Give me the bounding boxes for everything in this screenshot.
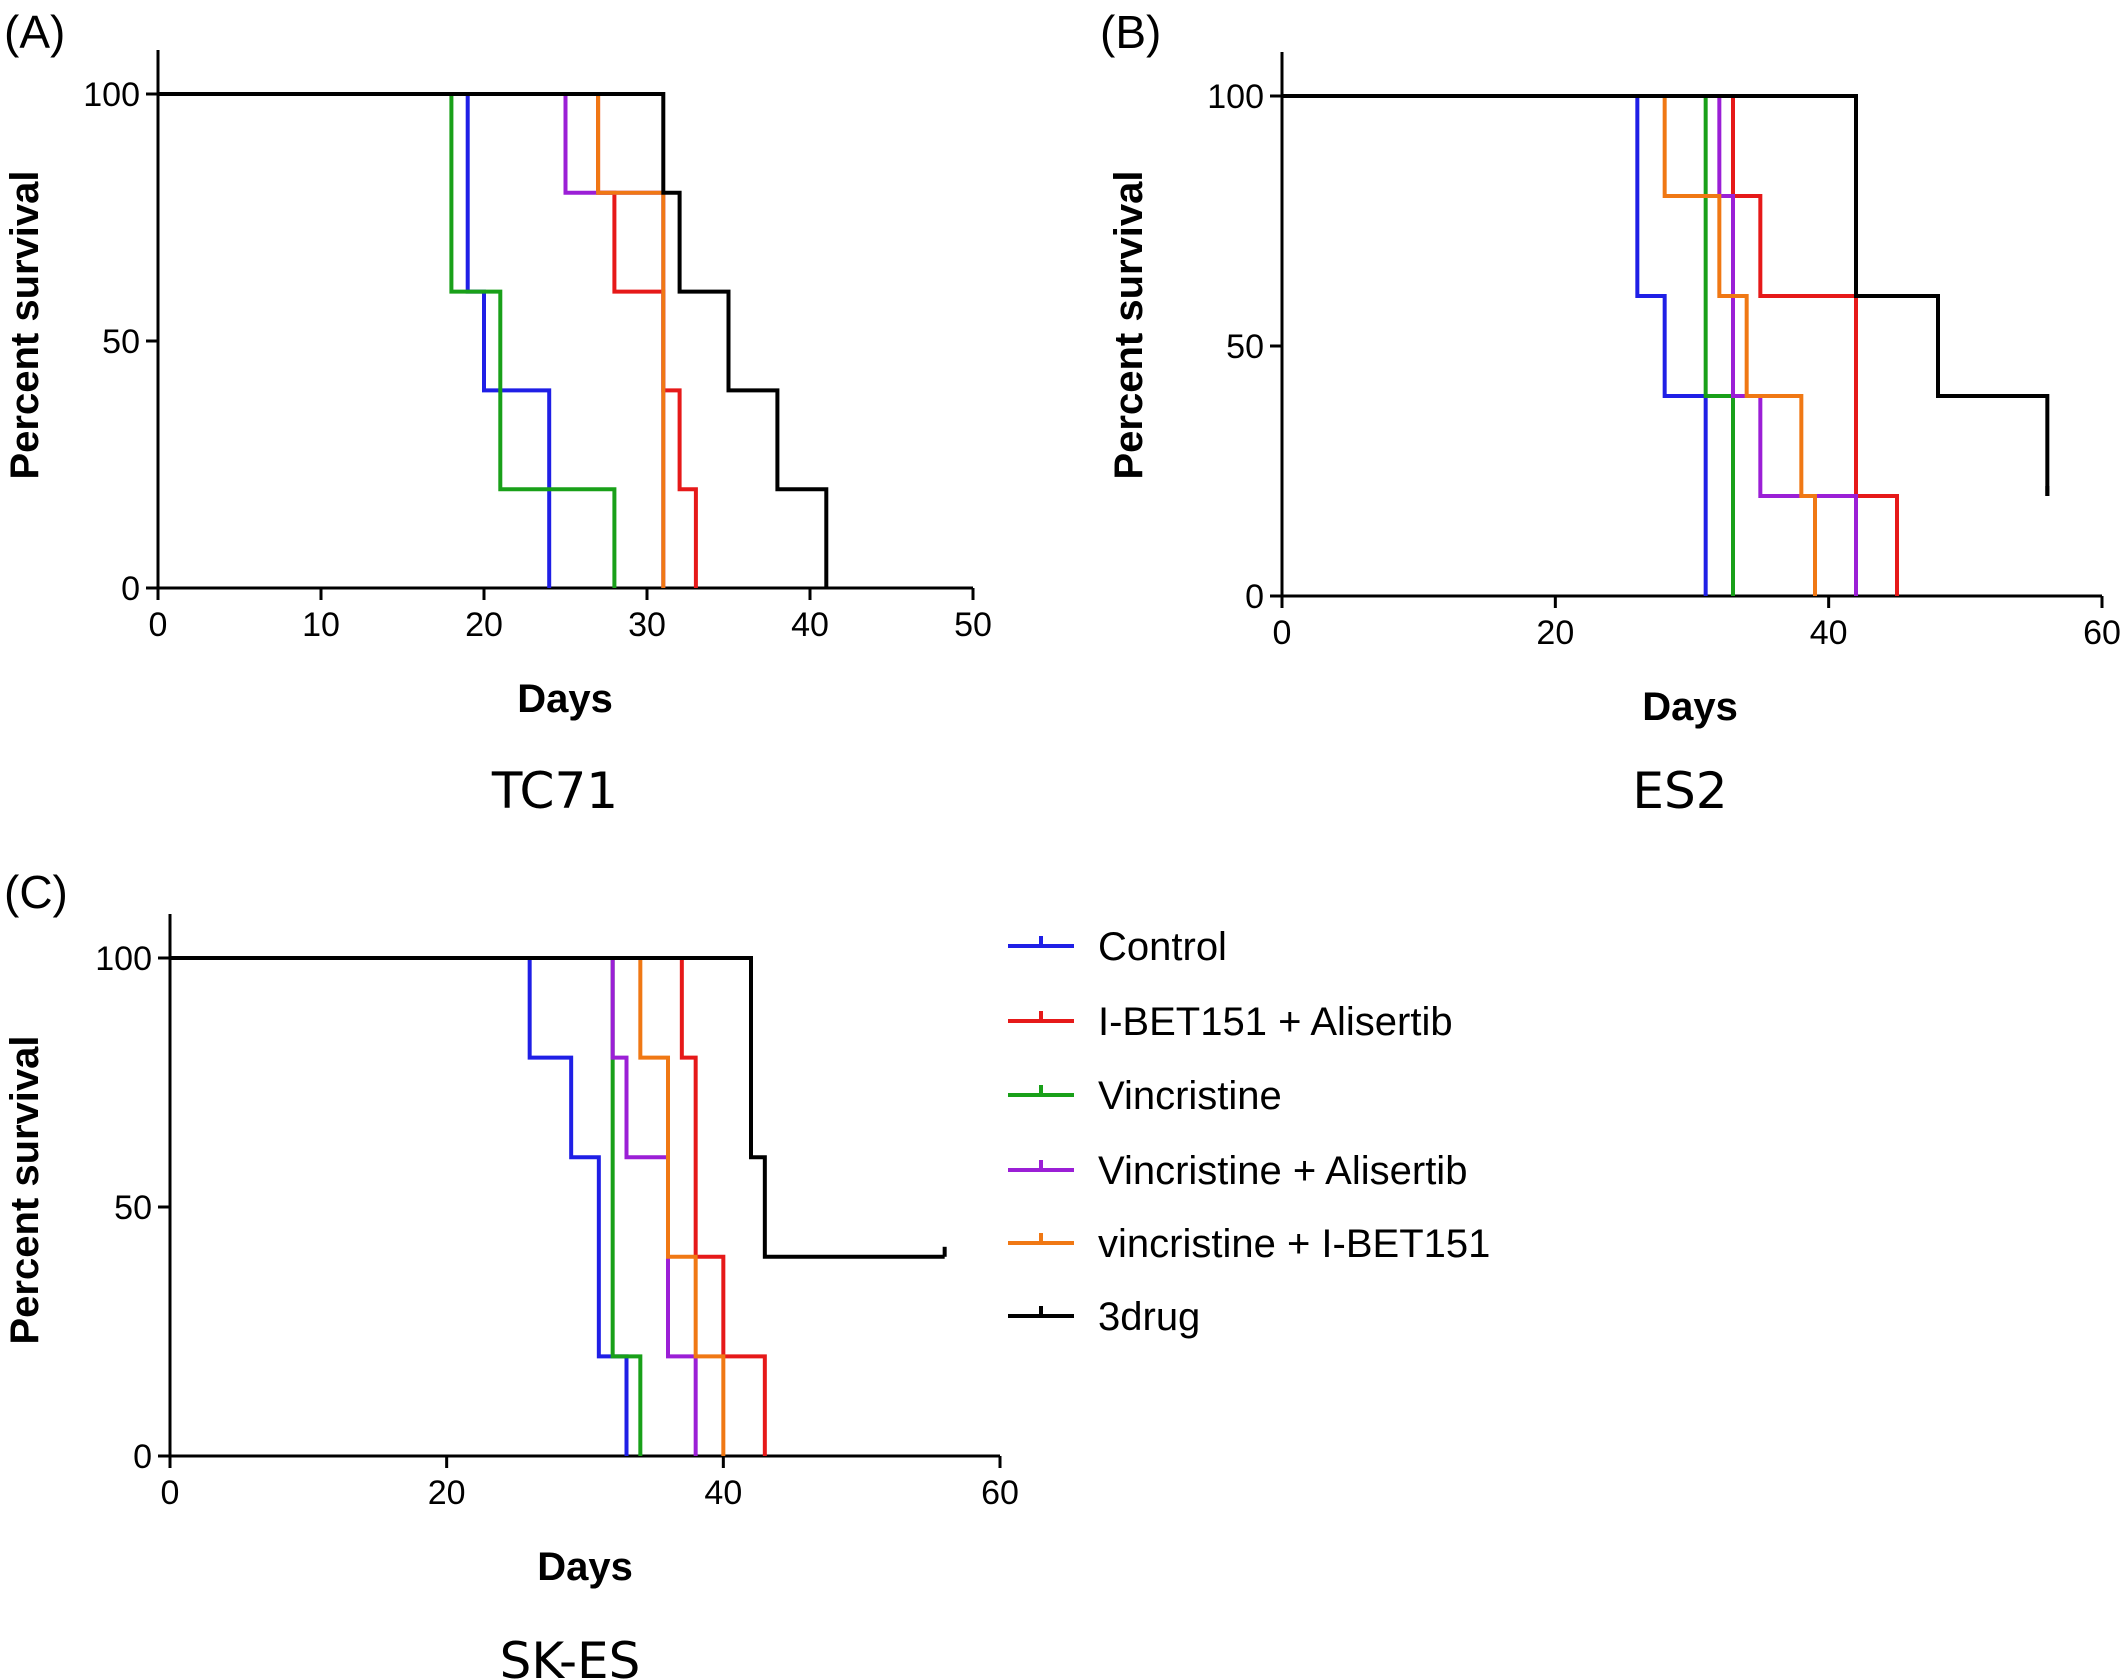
survival-curve-i-bet151-alisertib	[170, 956, 767, 1456]
y-axis-label: Percent survival	[1107, 170, 1151, 479]
x-tick-label: 40	[704, 1474, 742, 1512]
x-axis-label: Days	[537, 1545, 633, 1589]
x-tick-label: 60	[2083, 614, 2121, 652]
chart-title: TC71	[491, 762, 618, 820]
survival-curve-control	[1282, 94, 1708, 596]
y-tick-label: 0	[133, 1438, 152, 1476]
y-tick-label: 100	[95, 940, 152, 978]
legend-label: I-BET151 + Alisertib	[1098, 1000, 1453, 1044]
x-tick-label: 0	[149, 606, 168, 644]
y-tick-label: 0	[121, 570, 140, 608]
survival-curve-control	[170, 956, 629, 1456]
legend-label: 3drug	[1098, 1295, 1200, 1339]
panel-b: (B) Percent survival Days ES2 0 20 40 60 0 50…	[1100, 6, 2121, 820]
x-tick-label: 20	[428, 1474, 466, 1512]
x-tick-label: 40	[1810, 614, 1848, 652]
x-tick-label: 30	[628, 606, 666, 644]
panel-label: (C)	[4, 866, 68, 918]
x-tick-label: 0	[161, 1474, 180, 1512]
y-tick-label: 50	[102, 323, 140, 361]
y-tick-label: 100	[1207, 78, 1264, 116]
x-tick-label: 60	[981, 1474, 1019, 1512]
legend-item: Vincristine + Alisertib	[1008, 1149, 1467, 1193]
survival-curve-vincristine	[158, 92, 617, 588]
legend-item: vincristine + I-BET151	[1008, 1222, 1490, 1266]
legend: Control I-BET151 + Alisertib Vincristine…	[1008, 925, 1490, 1339]
legend-label: Vincristine	[1098, 1074, 1282, 1118]
survival-curve-vincristine-alisertib	[158, 92, 666, 588]
survival-curve-vincristine-alisertib	[170, 956, 698, 1456]
legend-label: Control	[1098, 925, 1227, 969]
x-axis-label: Days	[517, 677, 613, 721]
y-tick-label: 0	[1245, 578, 1264, 616]
x-tick-label: 20	[465, 606, 503, 644]
y-tick-label: 100	[83, 76, 140, 114]
panel-a: (A) Percent survival Days TC71 0 10 20 30 40…	[3, 6, 992, 820]
legend-item: I-BET151 + Alisertib	[1008, 1000, 1453, 1044]
survival-curve-3drug	[170, 956, 945, 1259]
x-tick-label: 20	[1536, 614, 1574, 652]
survival-curve-vincristine	[170, 956, 643, 1456]
chart-title: ES2	[1632, 762, 1727, 820]
y-tick-label: 50	[114, 1189, 152, 1227]
legend-item: 3drug	[1008, 1295, 1200, 1339]
survival-curve-vincristine-i-bet151	[170, 956, 726, 1456]
survival-curve-vincristine-i-bet151	[1282, 94, 1817, 596]
survival-curve-control	[158, 92, 552, 588]
legend-item: Vincristine	[1008, 1074, 1282, 1118]
y-tick-label: 50	[1226, 328, 1264, 366]
survival-curve-3drug	[158, 92, 829, 588]
survival-curve-3drug	[1282, 94, 2050, 496]
survival-curve-i-bet151-alisertib	[1282, 94, 1899, 596]
x-axis-label: Days	[1642, 685, 1738, 729]
legend-label: Vincristine + Alisertib	[1098, 1149, 1467, 1193]
y-axis-label: Percent survival	[3, 170, 47, 479]
legend-item: Control	[1008, 925, 1227, 969]
x-tick-label: 0	[1273, 614, 1292, 652]
survival-curve-vincristine-i-bet151	[158, 92, 666, 588]
legend-label: vincristine + I-BET151	[1098, 1222, 1490, 1266]
x-tick-label: 40	[791, 606, 829, 644]
y-axis-label: Percent survival	[3, 1035, 47, 1344]
x-tick-label: 10	[302, 606, 340, 644]
panel-c: (C) Percent survival Days SK-ES 0 20 40 60 0…	[3, 866, 1019, 1680]
survival-curve-vincristine-alisertib	[1282, 94, 1858, 596]
panel-label: (A)	[4, 6, 65, 58]
x-tick-label: 50	[954, 606, 992, 644]
chart-title: SK-ES	[500, 1632, 641, 1680]
panel-label: (B)	[1100, 6, 1161, 58]
